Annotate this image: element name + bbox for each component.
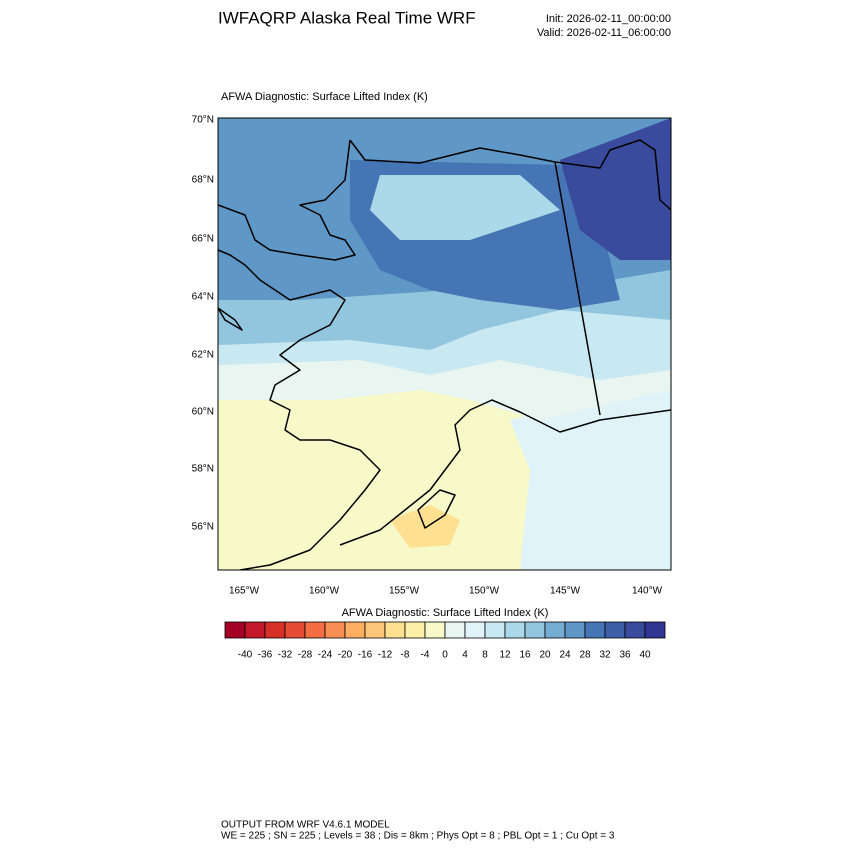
colorbar-swatch xyxy=(304,621,326,639)
colorbar-tick-label: -32 xyxy=(278,650,293,661)
colorbar-swatch xyxy=(524,621,546,639)
lat-label: 62°N xyxy=(192,350,214,361)
colorbar-tick-label: -20 xyxy=(338,650,353,661)
colorbar-tick-label: 40 xyxy=(639,650,651,661)
lat-label: 70°N xyxy=(192,115,214,126)
island xyxy=(218,307,243,331)
lat-label: 68°N xyxy=(192,175,214,186)
lon-label: 140°W xyxy=(632,586,663,597)
colorbar-tick-label: 12 xyxy=(499,650,511,661)
colorbar-swatch xyxy=(364,621,386,639)
colorbar-tick-label: 0 xyxy=(442,650,448,661)
coastline xyxy=(218,249,381,570)
colorbar-tick-label: -24 xyxy=(318,650,333,661)
colorbar-swatch xyxy=(324,621,346,639)
coastline xyxy=(218,139,356,261)
coastline xyxy=(339,399,671,546)
colorbar: -40 -36 -32 -28 -24 -20 -16 -12 -8 -4 0 4 8 12 16 20 24 2… xyxy=(224,621,666,661)
colorbar-swatch xyxy=(604,621,626,639)
colorbar-tick-label: 20 xyxy=(539,650,551,661)
colorbar-swatch xyxy=(384,621,406,639)
colorbar-tick-label: 4 xyxy=(462,650,468,661)
colorbar-swatch xyxy=(284,621,306,639)
colorbar-swatch xyxy=(404,621,426,639)
colorbar-tick-label: -16 xyxy=(358,650,373,661)
colorbar-tick-label: 24 xyxy=(559,650,571,661)
lon-label: 150°W xyxy=(469,586,500,597)
valid-time: Valid: 2026-02-11_06:00:00 xyxy=(537,27,671,39)
colorbar-swatch xyxy=(624,621,646,639)
lon-label: 155°W xyxy=(389,586,420,597)
colorbar-swatch xyxy=(644,621,666,639)
colorbar-tick-label: -12 xyxy=(378,650,393,661)
lon-labels: 165°W 160°W 155°W 150°W 145°W 140°W xyxy=(229,586,663,597)
map-frame xyxy=(217,117,672,571)
lon-label: 165°W xyxy=(229,586,260,597)
island xyxy=(417,489,456,529)
field-region xyxy=(370,175,560,240)
lat-label: 60°N xyxy=(192,407,214,418)
colorbar-swatch xyxy=(424,621,446,639)
coastline xyxy=(349,139,671,211)
colorbar-swatch xyxy=(464,621,486,639)
colorbar-swatch xyxy=(444,621,466,639)
field-region xyxy=(560,118,671,260)
map: 70°N68°N66°N64°N62°N60°N58°N56°N 165°W 16… xyxy=(192,115,672,597)
lat-labels: 70°N 68°N 66°N 64°N 62°N 60°N 58°N 56°N xyxy=(192,115,214,533)
colorbar-swatch xyxy=(344,621,366,639)
colorbar-tick-label: 32 xyxy=(599,650,611,661)
colorbar-swatch xyxy=(544,621,566,639)
colorbar-tick-label: 16 xyxy=(519,650,531,661)
border xyxy=(554,161,601,416)
colorbar-tick-label: -4 xyxy=(421,650,430,661)
colorbar-tick-label: 28 xyxy=(579,650,591,661)
colorbar-tick-label: -28 xyxy=(298,650,313,661)
lon-label: 145°W xyxy=(550,586,581,597)
colorbar-swatch xyxy=(264,621,286,639)
colorbar-swatch xyxy=(564,621,586,639)
map-title: AFWA Diagnostic: Surface Lifted Index (K… xyxy=(221,91,428,103)
colorbar-swatch xyxy=(584,621,606,639)
colorbar-swatch xyxy=(484,621,506,639)
coastlines xyxy=(218,139,671,570)
colorbar-tick-label: 36 xyxy=(619,650,631,661)
colorbar-swatch xyxy=(504,621,526,639)
lat-label: 58°N xyxy=(192,464,214,475)
init-time: Init: 2026-02-11_00:00:00 xyxy=(546,13,671,25)
colorbar-swatch xyxy=(244,621,266,639)
colorbar-tick-label: -36 xyxy=(258,650,273,661)
colorbar-tick-label: 8 xyxy=(482,650,488,661)
colorbar-tick-label: -40 xyxy=(238,650,253,661)
lat-label: 66°N xyxy=(192,234,214,245)
colorbar-title: AFWA Diagnostic: Surface Lifted Index (K… xyxy=(342,607,549,619)
footer-line: WE = 225 ; SN = 225 ; Levels = 38 ; Dis … xyxy=(221,831,615,842)
lat-label: 64°N xyxy=(192,292,214,303)
lat-label: 56°N xyxy=(192,522,214,533)
page-title: IWFAQRP Alaska Real Time WRF xyxy=(218,8,476,27)
lon-label: 160°W xyxy=(309,586,340,597)
field xyxy=(218,118,671,570)
colorbar-swatch xyxy=(224,621,246,639)
colorbar-tick-label: -8 xyxy=(401,650,410,661)
footer-line: OUTPUT FROM WRF V4.6.1 MODEL xyxy=(221,820,390,831)
